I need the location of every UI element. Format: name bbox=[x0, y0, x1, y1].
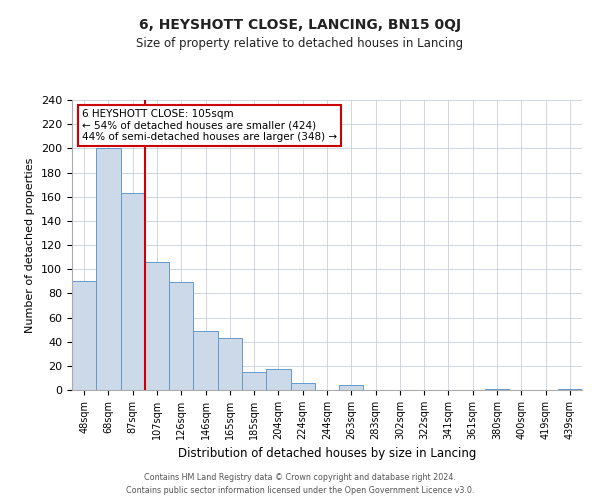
Text: 6, HEYSHOTT CLOSE, LANCING, BN15 0QJ: 6, HEYSHOTT CLOSE, LANCING, BN15 0QJ bbox=[139, 18, 461, 32]
Bar bbox=[218, 338, 242, 390]
Text: Contains public sector information licensed under the Open Government Licence v3: Contains public sector information licen… bbox=[126, 486, 474, 495]
Bar bbox=[72, 281, 96, 390]
Text: Size of property relative to detached houses in Lancing: Size of property relative to detached ho… bbox=[136, 38, 464, 51]
Bar bbox=[339, 385, 364, 390]
Text: 6 HEYSHOTT CLOSE: 105sqm
← 54% of detached houses are smaller (424)
44% of semi-: 6 HEYSHOTT CLOSE: 105sqm ← 54% of detach… bbox=[82, 108, 337, 142]
Bar bbox=[169, 282, 193, 390]
Y-axis label: Number of detached properties: Number of detached properties bbox=[25, 158, 35, 332]
Bar bbox=[290, 383, 315, 390]
Bar bbox=[96, 148, 121, 390]
Bar bbox=[193, 331, 218, 390]
X-axis label: Distribution of detached houses by size in Lancing: Distribution of detached houses by size … bbox=[178, 448, 476, 460]
Bar bbox=[266, 370, 290, 390]
Bar bbox=[485, 389, 509, 390]
Bar bbox=[121, 193, 145, 390]
Bar bbox=[145, 262, 169, 390]
Text: Contains HM Land Registry data © Crown copyright and database right 2024.: Contains HM Land Registry data © Crown c… bbox=[144, 472, 456, 482]
Bar bbox=[558, 389, 582, 390]
Bar bbox=[242, 372, 266, 390]
